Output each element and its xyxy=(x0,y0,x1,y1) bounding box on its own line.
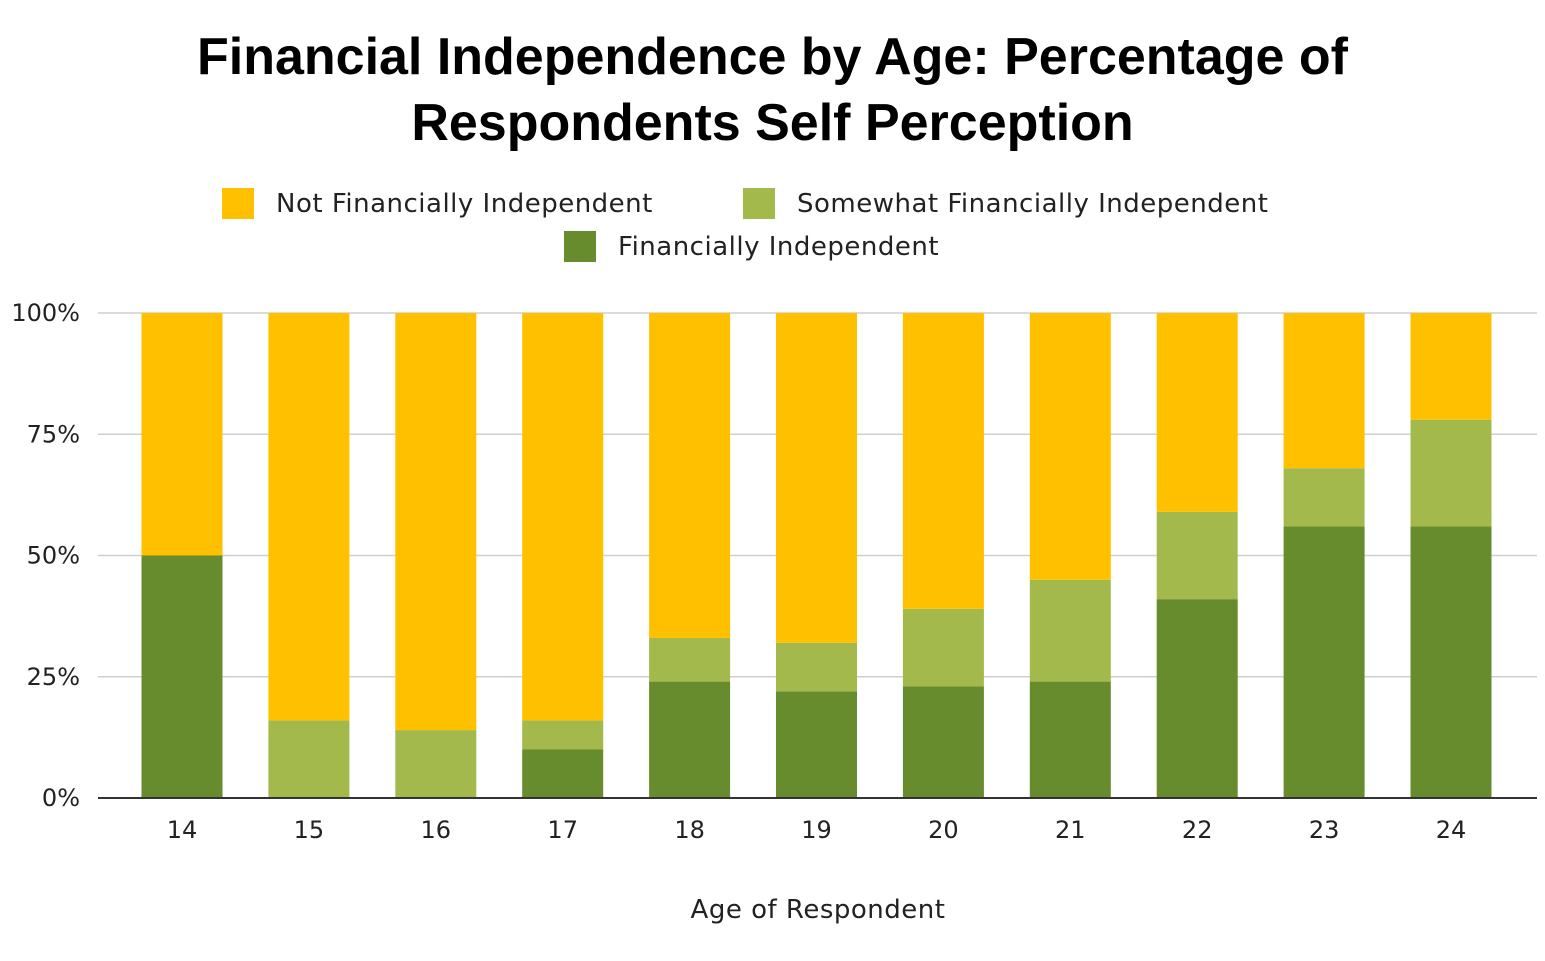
x-tick-label: 20 xyxy=(928,816,959,844)
y-tick-label: 50% xyxy=(27,542,80,570)
legend: Not Financially Independent Somewhat Fina… xyxy=(222,188,1268,262)
bar-segment xyxy=(522,313,604,721)
y-tick-label: 75% xyxy=(27,420,80,448)
x-axis-ticks: 14 15 16 17 18 19 20 21 22 23 24 xyxy=(167,816,1467,844)
bar-segment xyxy=(776,691,857,798)
legend-label: Somewhat Financially Independent xyxy=(797,189,1268,219)
legend-label: Financially Independent xyxy=(618,232,939,262)
bar-segment xyxy=(776,313,857,643)
bar-segment xyxy=(649,313,731,638)
bar-segment xyxy=(1029,681,1111,798)
y-tick-label: 25% xyxy=(27,663,80,691)
bar-segment xyxy=(522,749,604,798)
bar-segment xyxy=(649,637,731,682)
x-tick-label: 22 xyxy=(1182,816,1213,844)
bar-segment xyxy=(776,642,857,692)
bar-segment xyxy=(1283,468,1365,527)
bar-segment xyxy=(1156,511,1238,600)
bar-segment xyxy=(1410,419,1492,527)
bar-segment xyxy=(1029,579,1111,682)
bar-segment xyxy=(1283,313,1365,469)
bar-segment xyxy=(649,681,731,798)
x-tick-label: 16 xyxy=(421,816,452,844)
bar-segment xyxy=(522,720,604,750)
y-axis-ticks: 0% 25% 50% 75% 100% xyxy=(11,299,80,812)
x-tick-label: 19 xyxy=(801,816,832,844)
legend-swatch xyxy=(743,188,775,219)
x-tick-label: 17 xyxy=(547,816,578,844)
bar-segment xyxy=(395,730,477,798)
bar-segment xyxy=(268,313,350,721)
legend-label: Not Financially Independent xyxy=(276,189,653,219)
x-axis-label: Age of Respondent xyxy=(691,895,946,925)
x-tick-label: 14 xyxy=(167,816,198,844)
bar-segment xyxy=(1410,526,1492,798)
bar-segment xyxy=(1156,313,1238,512)
bar-segment xyxy=(1156,599,1238,798)
x-tick-label: 24 xyxy=(1436,816,1467,844)
bar-segment xyxy=(141,555,223,798)
y-tick-label: 100% xyxy=(11,299,80,327)
bar-segment xyxy=(1029,313,1111,580)
x-tick-label: 18 xyxy=(674,816,705,844)
bar-segment xyxy=(902,313,984,609)
bar-segment xyxy=(268,720,350,798)
x-tick-label: 23 xyxy=(1309,816,1340,844)
legend-swatch xyxy=(222,188,254,219)
legend-swatch xyxy=(564,231,596,262)
chart-title: Financial Independence by Age: Percentag… xyxy=(196,28,1348,152)
bar-segment xyxy=(1410,313,1492,420)
y-tick-label: 0% xyxy=(42,784,80,812)
x-tick-label: 21 xyxy=(1055,816,1086,844)
bar-segment xyxy=(395,313,477,731)
bars xyxy=(141,313,1492,798)
bar-segment xyxy=(902,686,984,798)
bar-segment xyxy=(902,608,984,687)
x-tick-label: 15 xyxy=(294,816,325,844)
bar-segment xyxy=(141,313,223,556)
bar-segment xyxy=(1283,526,1365,798)
